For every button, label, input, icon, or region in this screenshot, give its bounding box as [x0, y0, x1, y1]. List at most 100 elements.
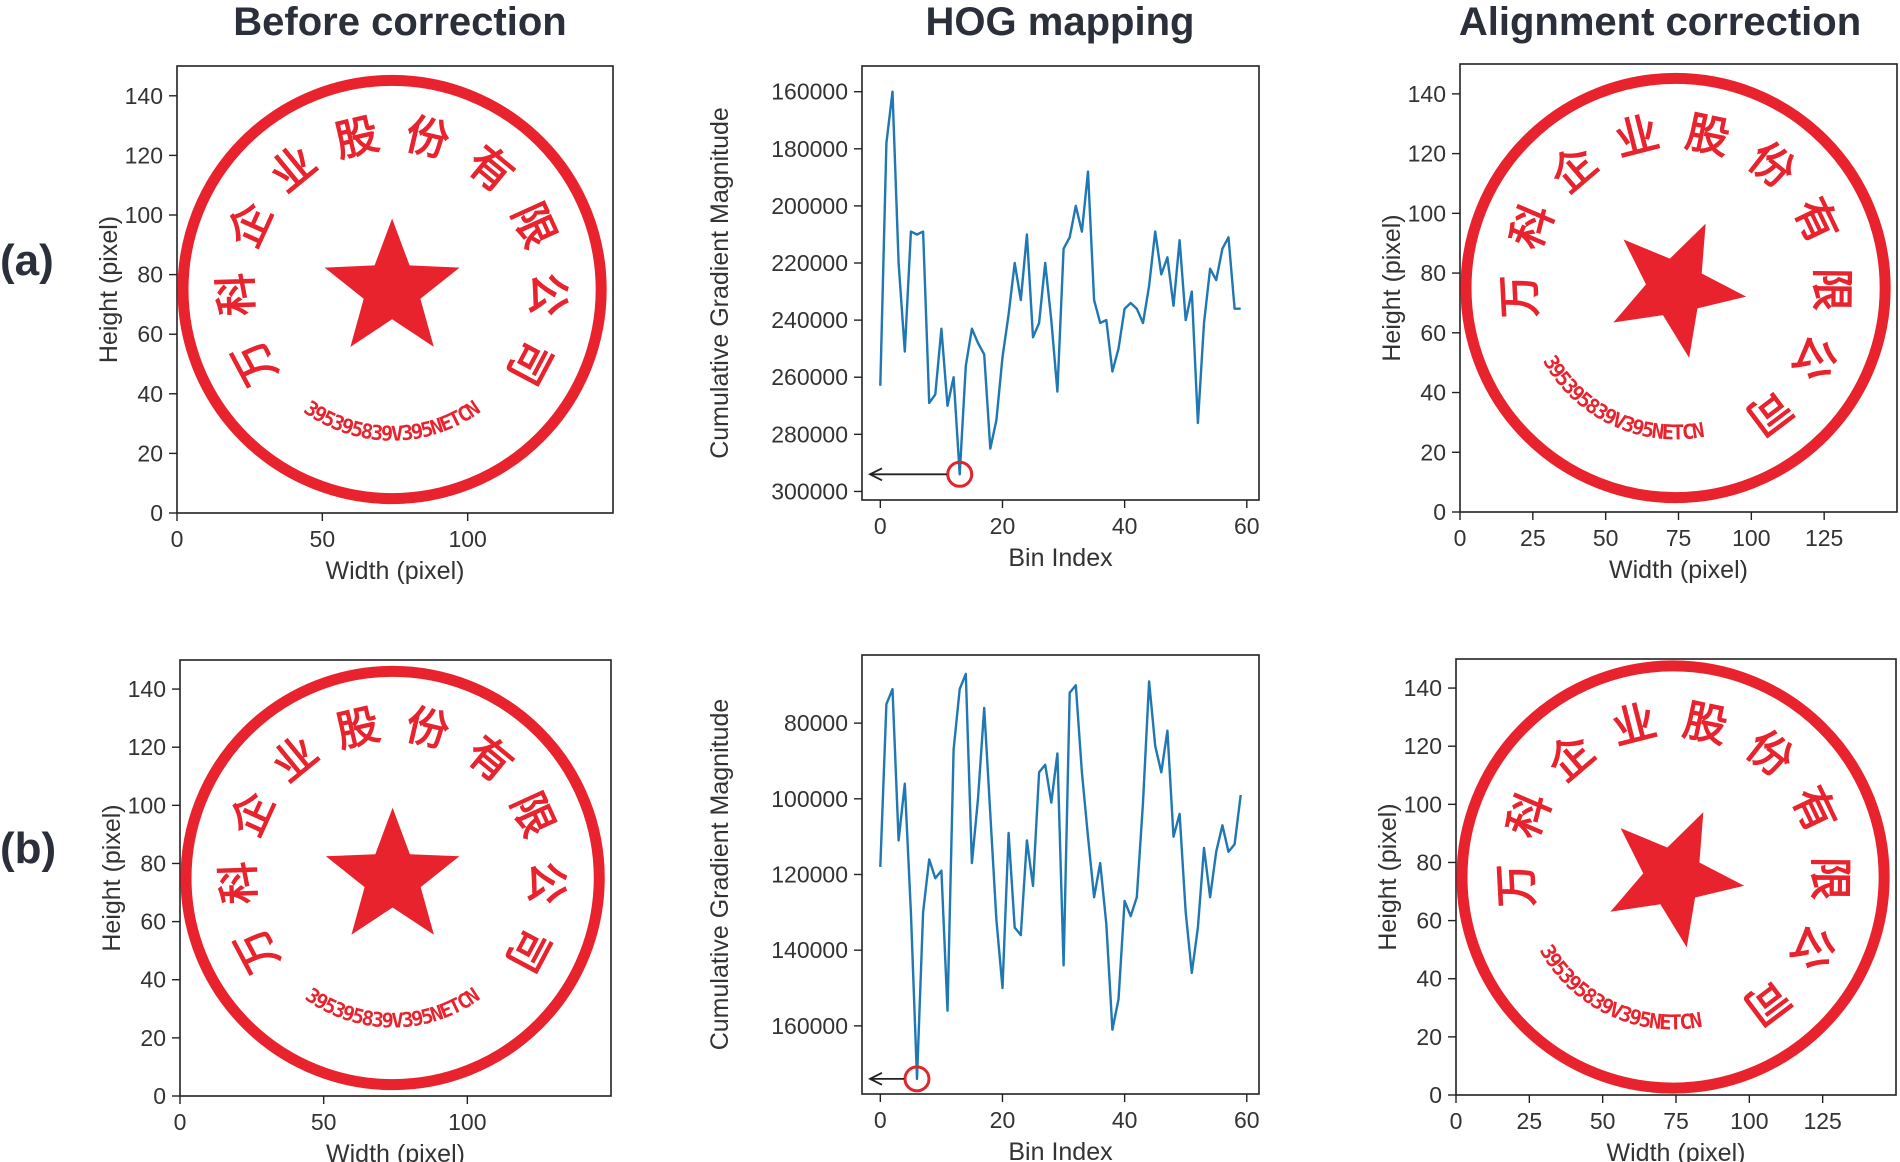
b-after-ylabel: Height (pixel)	[1374, 803, 1402, 950]
a-after-stamp-char: 有	[1784, 191, 1848, 252]
b-before-xtick-label: 0	[174, 1109, 187, 1135]
b-after-xtick-label: 25	[1517, 1108, 1543, 1134]
b-before-ytick-label: 80	[140, 850, 166, 876]
column-title-after: Alignment correction	[1458, 0, 1862, 44]
a-before-ytick-label: 20	[137, 440, 163, 466]
b-after-stamp-char: 公	[1780, 917, 1845, 979]
b-before-stamp: 万科企业股份有限公司395395839V395NETCN	[180, 665, 605, 1091]
a-after-xtick-label: 0	[1454, 525, 1467, 551]
b-after-xlabel: Width (pixel)	[1607, 1139, 1746, 1162]
a-before-stamp-code-char: 9	[409, 419, 425, 445]
b-before-stamp-code-char: 5	[418, 1003, 436, 1029]
b-before-axes: 0 50 100 0 20 40 60 80 100 120 140 Width (pixel) Hei…	[98, 659, 612, 1162]
b-after-stamp-char: 司	[1734, 968, 1799, 1035]
b-before-frame	[179, 659, 612, 1097]
a-before-stamp-code-char: 5	[348, 416, 366, 442]
b-after-stamp-char: 有	[1782, 779, 1847, 840]
b-before-stamp-star	[325, 807, 460, 935]
b-before-ytick-label: 20	[140, 1025, 166, 1051]
b-after-ytick-label: 20	[1416, 1024, 1442, 1050]
b-after-stamp-code-char: E	[1659, 1010, 1673, 1035]
a-after-stamp-char: 企	[1542, 136, 1608, 203]
b-after-stamp-char: 企	[1538, 724, 1605, 791]
a-before-stamp-code-char: 8	[359, 419, 375, 445]
b-before-stamp-ring	[180, 665, 605, 1091]
a-before-stamp-char: 司	[497, 331, 561, 392]
b-before-stamp-char: 有	[457, 727, 522, 793]
a-before-ytick-label: 120	[125, 142, 163, 168]
a-hog-axes: 0 20 40 60 160000 180000 200000 220000 240000 260…	[706, 65, 1260, 572]
b-before-ytick-label: 60	[140, 909, 166, 935]
a-before-stamp-char: 科	[212, 272, 263, 317]
a-after-stamp-code-char: C	[1681, 419, 1695, 444]
a-before-ytick-label: 0	[150, 500, 163, 526]
b-after-ytick-label: 60	[1416, 908, 1442, 934]
a-after-stamp-code-char: N	[1650, 419, 1665, 444]
b-hog-xtick-label: 20	[990, 1107, 1016, 1133]
b-before-stamp-content: 万科企业股份有限公司395395839V395NETCN	[214, 700, 571, 1033]
a-before-stamp-code-char: 5	[418, 416, 436, 442]
b-before-stamp-char: 限	[500, 785, 563, 845]
b-after-ytick-label: 100	[1404, 791, 1442, 817]
a-hog-peak-circle	[946, 460, 974, 488]
b-hog-series-line	[879, 672, 1242, 1081]
a-hog-ytick-label: 280000	[771, 421, 848, 447]
column-title-hog: HOG mapping	[925, 0, 1195, 44]
b-after-stamp-char: 业	[1607, 695, 1662, 755]
a-before-frame	[176, 65, 614, 514]
a-before-stamp: 万科企业股份有限公司395395839V395NETCN	[177, 74, 607, 505]
a-after-ytick-label: 140	[1408, 81, 1446, 107]
b-after-stamp-char: 万	[1490, 862, 1543, 908]
a-before-stamp-content: 万科企业股份有限公司395395839V395NETCN	[212, 109, 573, 445]
b-hog-peak-circle	[903, 1065, 931, 1093]
b-after-ytick-label: 0	[1429, 1082, 1442, 1108]
b-hog-ylabel: Cumulative Gradient Magnitude	[706, 699, 734, 1051]
b-hog-ytick-label: 120000	[771, 862, 848, 888]
a-after-stamp-code-char: 5	[1640, 417, 1657, 443]
b-after-xtick-label: 0	[1450, 1108, 1463, 1134]
a-hog-ytick-label: 240000	[771, 307, 848, 333]
b-before-stamp-char: 公	[520, 861, 571, 906]
a-hog-series-line	[879, 90, 1241, 476]
b-before-ytick-label: 100	[128, 792, 166, 818]
a-before-ylabel: Height (pixel)	[95, 216, 123, 363]
a-after-xtick-label: 100	[1732, 525, 1770, 551]
a-hog-ytick-label: 300000	[771, 478, 848, 504]
b-after-stamp-star	[1610, 812, 1745, 948]
a-before-xtick-label: 50	[310, 526, 336, 552]
a-after-stamp-char: 业	[1610, 108, 1664, 167]
a-after-stamp-star	[1613, 223, 1747, 358]
b-after-stamp-code-char: C	[1679, 1009, 1693, 1034]
a-before-stamp-code-char: 3	[400, 420, 415, 445]
b-before-stamp-char: 司	[496, 919, 560, 980]
a-hog-ytick-label: 200000	[771, 193, 848, 219]
a-before-stamp-code-char: V	[391, 421, 404, 445]
b-after-ytick-label: 40	[1416, 966, 1442, 992]
b-after-stamp-code-char: N	[1688, 1008, 1704, 1034]
a-before-ytick-label: 100	[125, 202, 163, 228]
b-after-stamp-char: 科	[1497, 785, 1561, 845]
a-hog-xtick-label: 60	[1234, 513, 1260, 539]
a-after-stamp-char: 科	[1501, 197, 1564, 256]
b-before-xtick-label: 50	[311, 1109, 337, 1135]
b-before-stamp-char: 万	[225, 919, 289, 980]
a-after-stamp-content: 万科企业股份有限公司395395839V395NETCN	[1494, 107, 1856, 445]
b-before-stamp-code-char: 3	[370, 1007, 385, 1032]
a-before-stamp-char: 万	[223, 331, 287, 392]
a-before-axes: 0 50 100 0 20 40 60 80 100 120 140 Width (pixel) Hei…	[95, 65, 614, 585]
b-after-ytick-label: 80	[1416, 849, 1442, 875]
a-after-stamp-char: 份	[1739, 133, 1804, 199]
b-before-stamp-code-char: V	[391, 1008, 404, 1032]
a-after-stamp-code-char: 9	[1629, 414, 1647, 440]
row-label-b: (b)	[0, 824, 57, 873]
a-after-stamp-code-char: N	[1690, 418, 1706, 444]
a-after-stamp-char: 司	[1737, 379, 1802, 445]
a-after-xtick-label: 75	[1666, 525, 1692, 551]
b-before-ytick-label: 140	[128, 676, 166, 702]
a-before-stamp-char: 业	[261, 137, 326, 203]
b-before-stamp-char: 股	[332, 700, 385, 758]
b-hog-xlabel: Bin Index	[1008, 1138, 1113, 1162]
b-before-ytick-label: 0	[153, 1083, 166, 1109]
a-before-ytick-label: 60	[137, 321, 163, 347]
a-after-ytick-label: 120	[1408, 141, 1446, 167]
